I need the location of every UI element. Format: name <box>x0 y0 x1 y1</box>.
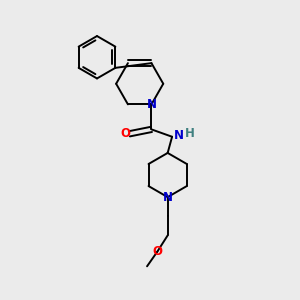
Text: N: N <box>174 129 184 142</box>
Text: O: O <box>121 127 131 140</box>
Text: H: H <box>185 127 195 140</box>
Text: N: N <box>146 98 157 111</box>
Text: N: N <box>163 190 173 204</box>
Text: O: O <box>152 245 162 258</box>
